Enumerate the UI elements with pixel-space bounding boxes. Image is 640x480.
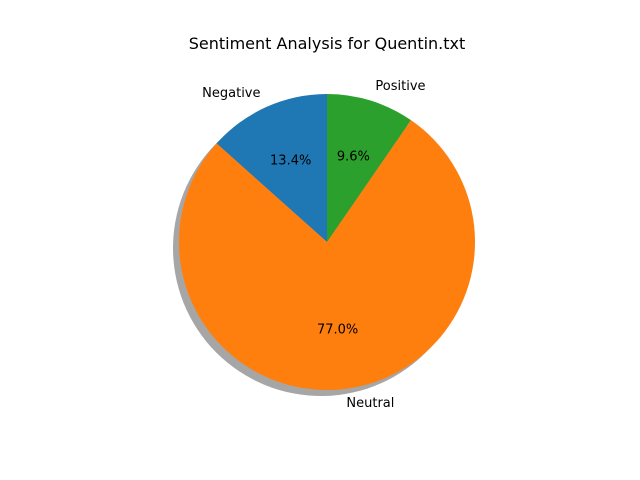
slice-label-positive: Positive — [375, 79, 425, 94]
pie-slices — [178, 94, 475, 390]
slice-percent-negative: 13.4% — [270, 154, 311, 169]
pie-labels: Negative 13.4% Neutral 77.0% Positive 9.6% — [202, 79, 425, 411]
pie-slice-positive — [327, 94, 411, 242]
chart-title: Sentiment Analysis for Quentin.txt — [189, 34, 466, 53]
slice-percent-neutral: 77.0% — [317, 323, 358, 338]
slice-label-neutral: Neutral — [346, 396, 394, 411]
slice-label-negative: Negative — [202, 86, 260, 101]
slice-percent-positive: 9.6% — [337, 150, 370, 165]
pie-slice-neutral — [178, 120, 475, 390]
pie-slice-negative — [216, 94, 327, 242]
